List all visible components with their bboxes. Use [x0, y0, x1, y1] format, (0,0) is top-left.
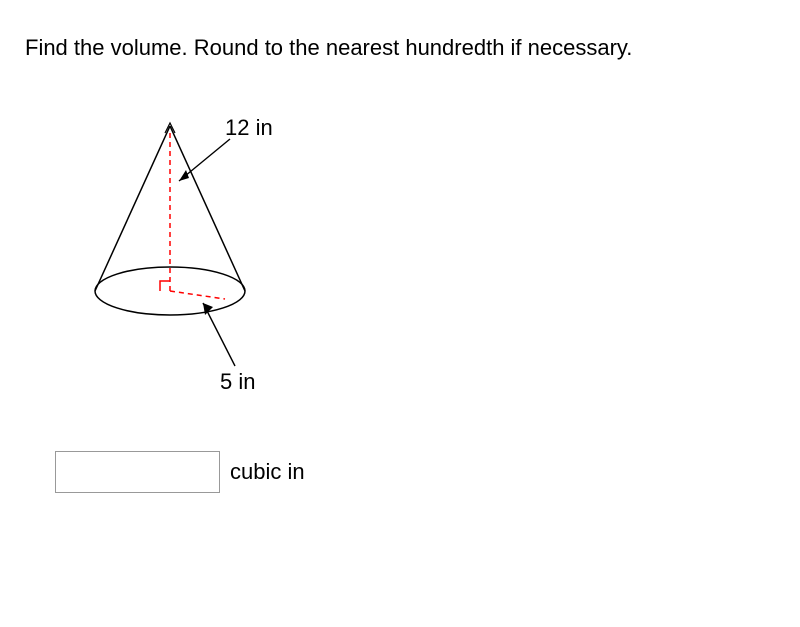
- cone-left-edge: [95, 126, 170, 291]
- right-angle-marker: [160, 281, 170, 291]
- question-text: Find the volume. Round to the nearest hu…: [25, 35, 775, 61]
- height-label: 12 in: [225, 115, 273, 141]
- answer-row: cubic in: [55, 451, 775, 493]
- answer-input[interactable]: [55, 451, 220, 493]
- radius-arrow-line: [203, 303, 235, 366]
- cone-right-edge: [170, 126, 245, 291]
- height-arrow-head: [179, 170, 189, 181]
- unit-label: cubic in: [230, 459, 305, 485]
- radius-label: 5 in: [220, 369, 255, 395]
- base-front-arc: [95, 291, 245, 315]
- cone-figure: 12 in 5 in: [85, 121, 485, 421]
- cone-svg: [85, 121, 345, 351]
- apex-tick: [165, 123, 175, 133]
- radius-line: [170, 291, 225, 299]
